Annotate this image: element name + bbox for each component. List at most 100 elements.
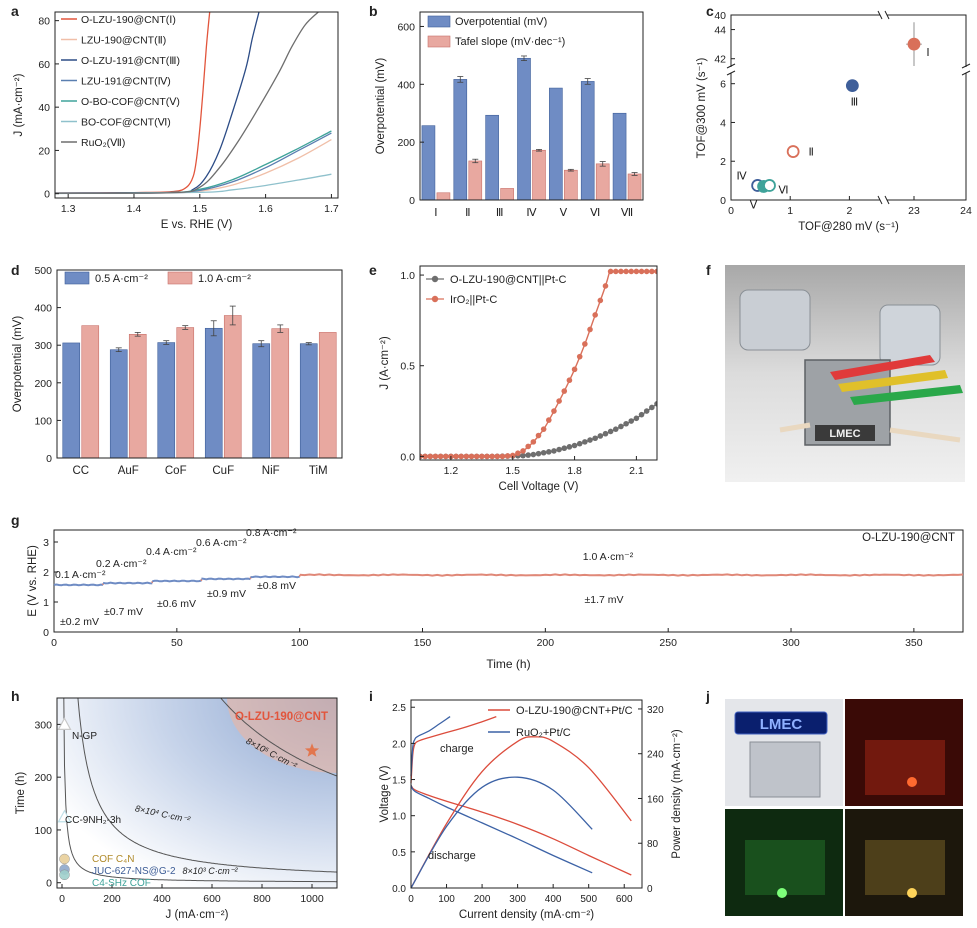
data-marker bbox=[458, 453, 465, 460]
x-tick-label: 1 bbox=[787, 205, 793, 217]
bar-Ⅴ-2 bbox=[564, 169, 578, 201]
data-marker bbox=[520, 448, 526, 454]
y2-tick-label: 240 bbox=[647, 750, 664, 761]
x-axis-label: Cell Voltage (V) bbox=[499, 481, 579, 493]
data-marker bbox=[520, 452, 526, 459]
data-marker bbox=[468, 453, 475, 460]
panel-b: Ⅰ Ⅱ Ⅲ Ⅳ Ⅴ Ⅵ Ⅶ 0 200 400 600 Overpotential (mV) Overp… bbox=[375, 11, 644, 219]
data-marker bbox=[566, 444, 573, 450]
y-tick-label: 600 bbox=[397, 21, 415, 33]
series-line-7 bbox=[55, 12, 319, 194]
legend-label: O-LZU-190@CNT(Ⅰ) bbox=[81, 14, 176, 26]
x-axis-label: Time (h) bbox=[486, 657, 530, 671]
drift-label: ±0.8 mV bbox=[257, 580, 296, 592]
y-axis-label: Overpotential (mV) bbox=[375, 58, 387, 155]
data-marker bbox=[566, 377, 573, 384]
legend-marker bbox=[431, 275, 439, 283]
data-marker bbox=[607, 428, 614, 435]
bar-CC-2 bbox=[81, 325, 100, 459]
data-marker bbox=[643, 268, 650, 275]
data-marker bbox=[618, 268, 624, 275]
stability-trace-2 bbox=[102, 581, 153, 585]
iso-charge-contour-2 bbox=[77, 698, 337, 873]
x-tick-label: 1.6 bbox=[258, 203, 273, 215]
legend-label: 0.5 A·cm⁻² bbox=[95, 273, 148, 285]
series-group bbox=[55, 12, 332, 195]
y-tick-label: 1.0 bbox=[392, 812, 406, 823]
data-marker bbox=[535, 432, 542, 439]
stability-trace-1 bbox=[53, 583, 104, 587]
point-label: JUC-627-NS@G-2 bbox=[92, 866, 176, 877]
panel-d: CC AuF CoF CuF NiF TiM 0 100 200 300 400 500 Overpot… bbox=[12, 265, 343, 477]
green-led bbox=[777, 888, 787, 898]
data-marker bbox=[561, 388, 568, 394]
data-marker bbox=[530, 439, 537, 445]
red-led bbox=[907, 777, 917, 787]
x-tick-label: 300 bbox=[509, 894, 526, 905]
y-tick-label: 0 bbox=[43, 627, 49, 639]
y-tick-label: 500 bbox=[34, 265, 52, 277]
x-tick-label: 350 bbox=[905, 637, 923, 649]
device-stack bbox=[749, 741, 821, 798]
x-tick-label: 100 bbox=[291, 637, 309, 649]
y-tick-label: 0 bbox=[46, 453, 52, 465]
data-marker bbox=[638, 268, 645, 275]
x-break-mark bbox=[877, 195, 883, 205]
category-label: AuF bbox=[118, 465, 139, 477]
category-label: Ⅳ bbox=[526, 207, 537, 219]
bar-NiF-1 bbox=[252, 343, 271, 459]
y-tick-label: 40 bbox=[38, 102, 50, 114]
axes-frame bbox=[730, 14, 967, 201]
x-axis-label: Current density (mA·cm⁻²) bbox=[459, 909, 594, 921]
data-marker bbox=[587, 437, 593, 443]
drift-label: ±0.7 mV bbox=[104, 606, 143, 618]
data-marker bbox=[494, 453, 501, 460]
data-marker bbox=[540, 449, 547, 456]
x-tick-label: 800 bbox=[253, 893, 271, 905]
stability-trace-4 bbox=[201, 577, 251, 581]
series-line-1 bbox=[410, 715, 497, 784]
data-marker bbox=[582, 439, 588, 445]
y-tick-label: 400 bbox=[34, 303, 52, 315]
tube-connector bbox=[889, 427, 961, 443]
legend-marker bbox=[431, 295, 439, 303]
y-axis-label: J (mA·cm⁻²) bbox=[13, 73, 25, 136]
legend-label: BO-COF@CNT(Ⅵ) bbox=[81, 117, 171, 129]
data-marker bbox=[442, 453, 449, 460]
current-label: 0.6 A·cm⁻² bbox=[196, 537, 247, 549]
bar-Ⅱ-2 bbox=[468, 160, 483, 201]
legend-swatch bbox=[167, 271, 193, 285]
x-tick-label: 2.1 bbox=[629, 465, 644, 477]
led-display-text: LMEC bbox=[760, 716, 803, 733]
data-marker bbox=[628, 268, 635, 275]
data-marker bbox=[582, 341, 588, 347]
x-tick-label: 200 bbox=[474, 894, 491, 905]
x-axis-label: J (mA·cm⁻²) bbox=[166, 909, 229, 921]
y-tick-label: 42 bbox=[714, 54, 726, 66]
point-label: Ⅴ bbox=[750, 199, 758, 211]
series-group bbox=[420, 268, 657, 460]
point-label: O-LZU-190@CNT bbox=[235, 711, 328, 723]
bar-TiM-1 bbox=[299, 343, 318, 459]
axes-frame bbox=[419, 265, 658, 461]
y-tick-label: 40 bbox=[714, 10, 726, 22]
series-line-6 bbox=[410, 776, 593, 889]
x-axis-label: TOF@280 mV (s⁻¹) bbox=[798, 221, 899, 233]
current-label: 1.0 A·cm⁻² bbox=[583, 551, 634, 563]
y-tick-label: 80 bbox=[38, 16, 50, 28]
annotation-discharge: discharge bbox=[428, 850, 476, 862]
y-tick-label: 2 bbox=[720, 156, 726, 168]
bar-AuF-1 bbox=[109, 349, 128, 459]
data-marker bbox=[422, 453, 428, 460]
data-marker bbox=[592, 312, 598, 318]
legend-swatch bbox=[427, 35, 451, 48]
y-tick-label: 44 bbox=[714, 25, 726, 37]
data-marker bbox=[638, 411, 645, 418]
current-label: 0.4 A·cm⁻² bbox=[146, 546, 197, 558]
device-stack-red bbox=[865, 740, 945, 795]
bar-Ⅲ-1 bbox=[485, 114, 499, 201]
y-tick-label: 0 bbox=[409, 195, 415, 207]
point-label: Ⅲ bbox=[851, 97, 859, 109]
category-label: Ⅴ bbox=[560, 207, 568, 219]
